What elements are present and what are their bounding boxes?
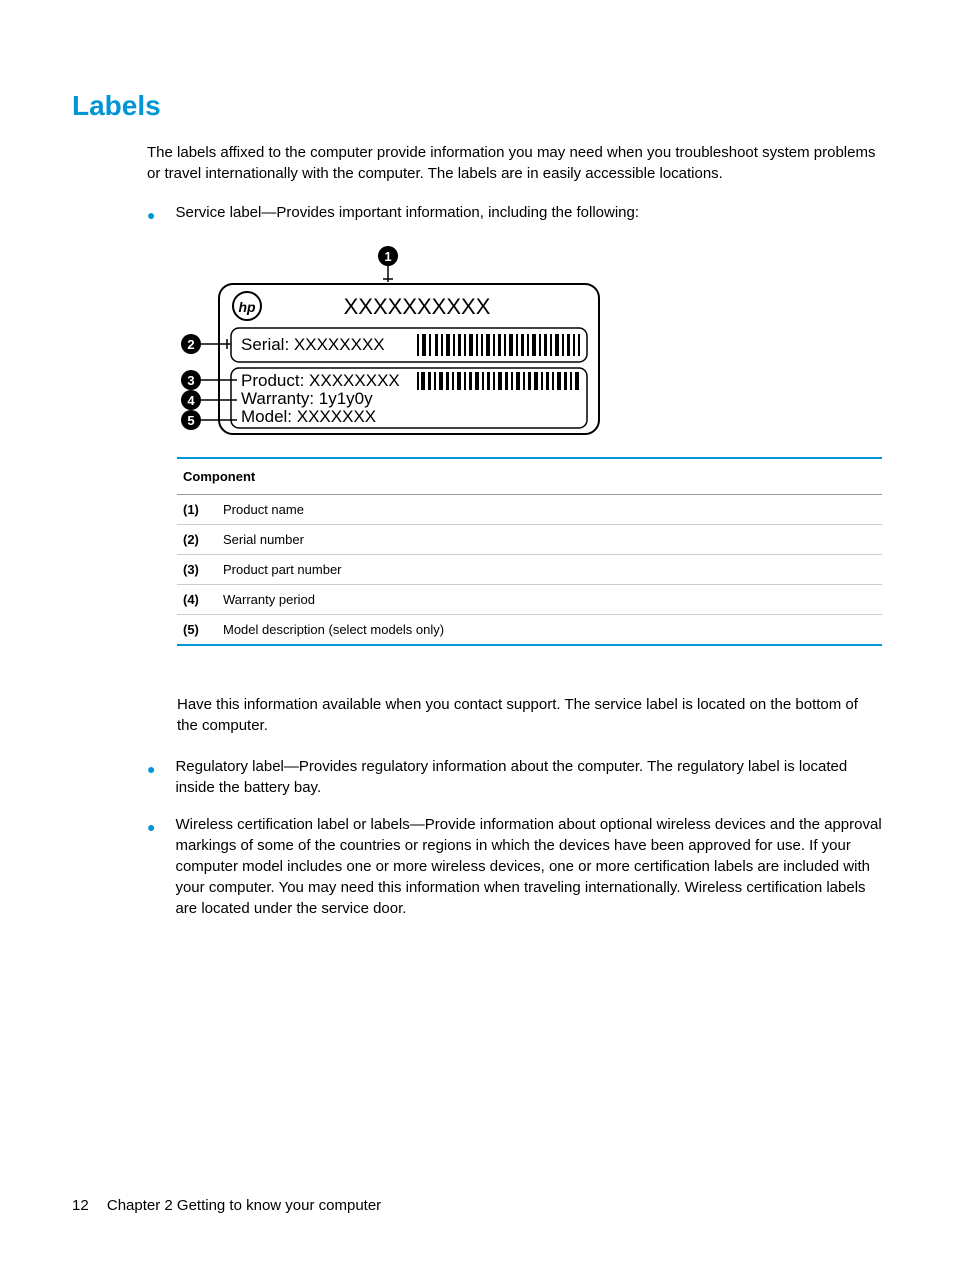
row-desc: Model description (select models only) — [223, 622, 876, 637]
label-serial: Serial: XXXXXXXX — [241, 335, 385, 354]
table-row: (3) Product part number — [177, 555, 882, 585]
bullet-item-wireless: ● Wireless certification label or labels… — [147, 814, 882, 919]
bullet-icon: ● — [147, 760, 155, 798]
bullet-item-service: ● Service label—Provides important infor… — [147, 202, 882, 226]
label-model: Model: XXXXXXX — [241, 407, 376, 426]
component-table: Component (1) Product name (2) Serial nu… — [177, 457, 882, 646]
table-row: (4) Warranty period — [177, 585, 882, 615]
table-row: (5) Model description (select models onl… — [177, 615, 882, 644]
row-num: (5) — [183, 622, 223, 637]
row-num: (2) — [183, 532, 223, 547]
row-desc: Product part number — [223, 562, 876, 577]
table-row: (1) Product name — [177, 495, 882, 525]
bullet-text: Service label—Provides important informa… — [175, 202, 882, 226]
row-num: (1) — [183, 502, 223, 517]
svg-text:hp: hp — [238, 299, 256, 315]
label-product: Product: XXXXXXXX — [241, 371, 400, 390]
callout-5: 5 — [187, 413, 194, 428]
row-num: (3) — [183, 562, 223, 577]
barcode-2 — [417, 372, 579, 390]
callout-4: 4 — [187, 393, 195, 408]
barcode-1 — [417, 334, 580, 356]
service-label-diagram: 1 hp XXXXXXXXXX Serial: XXXXXXXX Product… — [177, 242, 882, 447]
bullet-item-regulatory: ● Regulatory label—Provides regulatory i… — [147, 756, 882, 798]
bullet-list: ● Service label—Provides important infor… — [147, 202, 882, 226]
page-number: 12 — [72, 1197, 89, 1214]
label-top: XXXXXXXXXX — [344, 294, 491, 319]
label-warranty: Warranty: 1y1y0y — [241, 389, 373, 408]
callout-3: 3 — [187, 373, 194, 388]
row-desc: Serial number — [223, 532, 876, 547]
callout-2: 2 — [187, 337, 194, 352]
row-num: (4) — [183, 592, 223, 607]
page-footer: 12 Chapter 2 Getting to know your comput… — [72, 1197, 381, 1214]
bullet-text: Wireless certification label or labels—P… — [175, 814, 882, 919]
post-table-paragraph: Have this information available when you… — [177, 694, 882, 736]
callout-1: 1 — [384, 249, 391, 264]
intro-paragraph: The labels affixed to the computer provi… — [147, 142, 882, 184]
bullet-text: Regulatory label—Provides regulatory inf… — [175, 756, 882, 798]
section-title: Labels — [72, 90, 882, 122]
bullet-icon: ● — [147, 818, 155, 919]
row-desc: Warranty period — [223, 592, 876, 607]
table-row: (2) Serial number — [177, 525, 882, 555]
row-desc: Product name — [223, 502, 876, 517]
chapter-title: Chapter 2 Getting to know your computer — [107, 1197, 381, 1214]
table-header: Component — [177, 459, 882, 495]
bullet-icon: ● — [147, 206, 155, 226]
bullet-list-cont: ● Regulatory label—Provides regulatory i… — [147, 756, 882, 919]
